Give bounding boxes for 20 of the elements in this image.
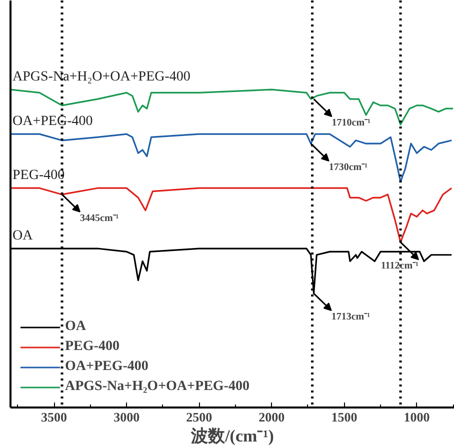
text: OA+PEG-400 bbox=[12, 114, 93, 130]
x-tick-label: 3500 bbox=[41, 410, 68, 424]
text: APGS-Na+H₂O+OA+PEG-400 bbox=[12, 70, 190, 85]
x-tick-label: 1000 bbox=[404, 410, 430, 424]
text: OA bbox=[12, 228, 33, 244]
x-axis-title: 波数/(cm⁻¹) bbox=[190, 426, 274, 446]
text: PEG-400 bbox=[12, 168, 65, 184]
legend-label: PEG-400 bbox=[65, 339, 120, 355]
annotation: 1730cm⁻¹ bbox=[328, 162, 368, 174]
x-tick-label: 1500 bbox=[331, 410, 358, 424]
legend-label: OA bbox=[65, 319, 86, 335]
annotation: 1710cm⁻¹ bbox=[332, 118, 371, 129]
x-tick-label: 2000 bbox=[258, 410, 285, 424]
annotation: 1713cm⁻¹ bbox=[331, 312, 370, 323]
x-tick-label: 3000 bbox=[114, 410, 140, 424]
legend-label: OA+PEG-400 bbox=[65, 359, 148, 375]
annotation: 3445cm⁻¹ bbox=[80, 212, 119, 224]
legend-label: APGS-Na+H₂O+OA+PEG-400 bbox=[65, 379, 250, 395]
annotation: 1112cm⁻¹ bbox=[380, 260, 419, 272]
x-tick-label: 2500 bbox=[186, 410, 212, 424]
